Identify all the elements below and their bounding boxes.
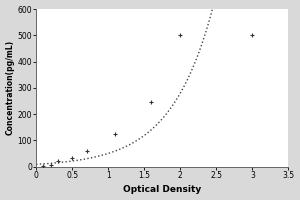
X-axis label: Optical Density: Optical Density <box>123 185 201 194</box>
Y-axis label: Concentration(pg/mL): Concentration(pg/mL) <box>6 40 15 135</box>
